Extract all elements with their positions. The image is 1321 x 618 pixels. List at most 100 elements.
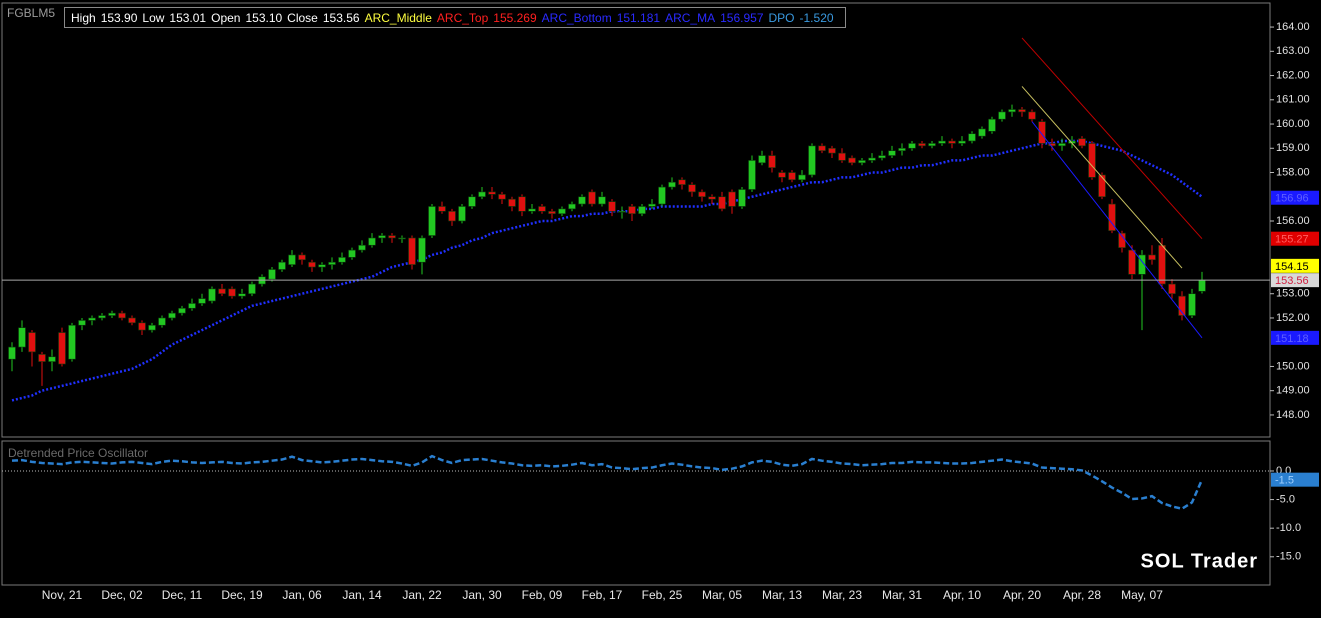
candle-body — [528, 208, 536, 212]
price-frame — [1, 2, 1271, 438]
candle-body — [708, 196, 716, 200]
candle-body — [298, 254, 306, 261]
candle-body — [1178, 295, 1186, 316]
candle-body — [778, 172, 786, 178]
candle-body — [1188, 293, 1196, 316]
candle-body — [618, 211, 626, 213]
info-bar: High 153.90 Low 153.01 Open 153.10 Close 153.56… — [64, 7, 846, 28]
candle-body — [318, 264, 326, 268]
price-badge — [1271, 190, 1319, 205]
x-tick-label: Dec, 11 — [162, 588, 203, 602]
y-tick-label: -5.0 — [1276, 493, 1295, 505]
candle-body — [1098, 174, 1106, 198]
x-tick-label: Mar, 31 — [882, 588, 922, 602]
y-tick-label: 156.00 — [1276, 215, 1310, 227]
candle-body — [788, 172, 796, 181]
moving-average — [11, 139, 1203, 402]
x-tick-label: Feb, 25 — [642, 588, 683, 602]
candle-body — [398, 237, 406, 240]
candle-body — [128, 317, 136, 324]
info-value: 153.56 — [322, 10, 360, 25]
x-tick-label: Dec, 19 — [221, 588, 263, 602]
candle-body — [158, 317, 166, 326]
candle-body — [268, 269, 276, 280]
candle-body — [1138, 254, 1146, 275]
y-tick-label: 159.00 — [1276, 142, 1310, 154]
x-tick-label: Apr, 28 — [1063, 588, 1101, 602]
candle-body — [88, 317, 96, 321]
info-label: High — [71, 10, 96, 25]
candle-body — [498, 194, 506, 200]
y-tick-label: 152.00 — [1276, 312, 1310, 324]
candle-body — [438, 206, 446, 212]
info-value: 153.90 — [100, 10, 138, 25]
candle-body — [698, 191, 706, 198]
y-tick-label: 158.00 — [1276, 166, 1310, 178]
candle-body — [608, 201, 616, 212]
candle-body — [348, 249, 356, 258]
candle-body — [878, 155, 886, 159]
y-tick-label: 149.00 — [1276, 385, 1310, 397]
candle-body — [558, 208, 566, 215]
y-tick-label: 161.00 — [1276, 94, 1310, 106]
price-badge — [1271, 330, 1319, 345]
candle-body — [848, 157, 856, 164]
candle-body — [1198, 279, 1206, 292]
candle-body — [228, 288, 236, 297]
candle-body — [808, 145, 816, 176]
candle-body — [448, 211, 456, 222]
x-tick-label: Apr, 10 — [943, 588, 981, 602]
candle-body — [668, 181, 676, 188]
candle-body — [138, 322, 146, 331]
candle-body — [658, 186, 666, 205]
candle-body — [858, 160, 866, 164]
candle-body — [868, 157, 876, 161]
y-tick-label: 162.00 — [1276, 69, 1310, 81]
candle-body — [1018, 109, 1026, 113]
candle-body — [818, 145, 826, 151]
info-label: Open — [211, 10, 241, 25]
price-badge-label: 155.27 — [1275, 234, 1309, 246]
arc-line — [1021, 37, 1203, 240]
candle-body — [358, 244, 366, 251]
price-badge — [1271, 258, 1319, 273]
candle-body — [468, 196, 476, 207]
candle-body — [998, 111, 1006, 120]
info-label: ARC_Top — [436, 10, 489, 25]
candle-body — [168, 312, 176, 319]
candle-body — [288, 254, 296, 265]
candle-body — [578, 196, 586, 205]
candle-body — [928, 143, 936, 147]
oscillator-frame — [1, 440, 1271, 586]
y-tick-label: -10.0 — [1276, 522, 1301, 534]
candle-body — [968, 133, 976, 142]
candle-body — [638, 206, 646, 215]
info-label: DPO — [768, 10, 795, 25]
candle-body — [908, 143, 916, 149]
info-value: 155.269 — [493, 10, 537, 25]
candle-body — [78, 320, 86, 326]
candle-body — [1028, 111, 1036, 120]
info-value: 156.957 — [720, 10, 764, 25]
candle-body — [598, 196, 606, 205]
candle-body — [628, 206, 636, 215]
y-tick-label: 150.00 — [1276, 360, 1310, 372]
y-tick-label: -15.0 — [1276, 551, 1301, 563]
y-tick-label: 148.00 — [1276, 409, 1310, 421]
candle-body — [758, 155, 766, 164]
candle-body — [478, 191, 486, 198]
price-badge-label: 153.56 — [1275, 275, 1309, 287]
x-tick-label: Dec, 02 — [101, 588, 143, 602]
info-label: ARC_MA — [665, 10, 716, 25]
candle-body — [458, 206, 466, 222]
x-tick-label: Jan, 14 — [342, 588, 382, 602]
oscillator-line — [11, 454, 1204, 511]
x-tick-label: Jan, 06 — [282, 588, 322, 602]
candle-body — [948, 140, 956, 144]
info-label: ARC_Middle — [364, 10, 432, 25]
info-value: 151.181 — [616, 10, 661, 25]
candle-body — [218, 288, 226, 295]
price-badge — [1271, 273, 1319, 288]
candle-body — [198, 298, 206, 304]
